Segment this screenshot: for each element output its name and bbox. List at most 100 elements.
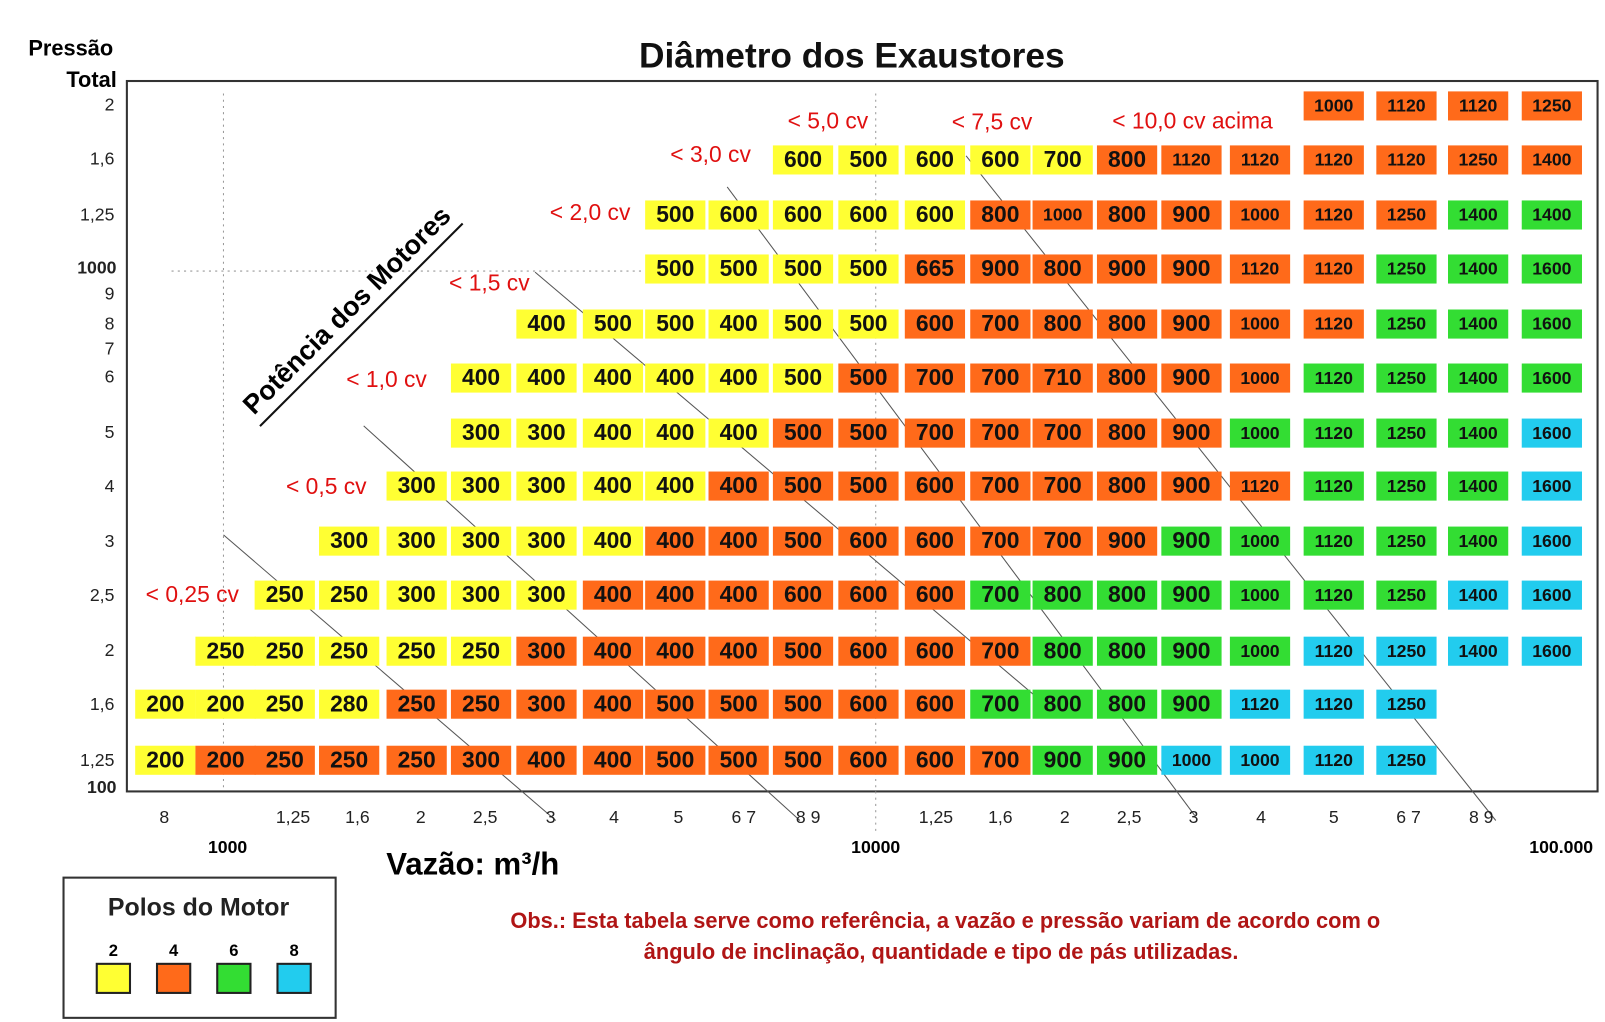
legend-label: 6 xyxy=(229,941,238,960)
cell-bg xyxy=(516,580,577,610)
cell-value: 700 xyxy=(981,364,1019,390)
cell-value: 500 xyxy=(784,255,822,281)
cell-value: 1400 xyxy=(1458,423,1497,443)
cell-value: 700 xyxy=(1044,419,1082,445)
x-tick-label: 2,5 xyxy=(473,807,498,827)
cell-bg xyxy=(1161,145,1222,175)
title: Diâmetro dos Exaustores xyxy=(639,36,1065,75)
cell-bg xyxy=(319,745,380,775)
cell-bg xyxy=(708,745,769,775)
cell-value: 1400 xyxy=(1458,205,1497,225)
cell-bg xyxy=(1161,254,1222,284)
cell-bg xyxy=(1161,580,1222,610)
x-tick-label: 2 xyxy=(1060,807,1070,827)
cell-bg xyxy=(135,689,196,719)
cell-value: 1120 xyxy=(1387,150,1425,170)
cell-bg xyxy=(1032,145,1093,175)
cell-value: 1250 xyxy=(1387,694,1426,714)
cell-value: 400 xyxy=(656,472,694,498)
cell-bg xyxy=(319,526,380,556)
cell-bg xyxy=(1303,254,1364,284)
cell-bg xyxy=(1448,91,1509,121)
cell-value: 500 xyxy=(784,364,822,390)
cell-value: 900 xyxy=(1172,310,1210,336)
y-tick-label: 1,6 xyxy=(90,149,115,169)
cell-bg xyxy=(1521,200,1582,230)
cell-bg xyxy=(1448,636,1509,666)
cell-value: 400 xyxy=(594,637,632,663)
cell-value: 500 xyxy=(656,690,694,716)
cell-bg xyxy=(645,309,706,339)
cell-bg xyxy=(1448,363,1509,393)
cell-value: 1000 xyxy=(1043,205,1082,225)
cell-value: 600 xyxy=(849,690,887,716)
cell-bg xyxy=(386,526,447,556)
cell-bg xyxy=(450,418,512,448)
cell-value: 600 xyxy=(849,527,887,553)
power-label: < 7,5 cv xyxy=(952,109,1033,135)
cell-bg xyxy=(1376,580,1437,610)
cell-value: 1120 xyxy=(1172,150,1210,170)
cell-bg xyxy=(1448,471,1509,501)
cell-bg xyxy=(1229,309,1291,339)
cell-value: 900 xyxy=(1108,746,1146,772)
cell-bg xyxy=(1376,91,1437,121)
cell-value: 500 xyxy=(849,472,887,498)
cell-bg xyxy=(319,636,380,666)
cell-value: 400 xyxy=(720,527,758,553)
cell-value: 250 xyxy=(330,637,368,663)
cell-value: 600 xyxy=(784,201,822,227)
x-decade-label: 100.000 xyxy=(1529,837,1593,857)
cell-value: 710 xyxy=(1044,364,1082,390)
cell-value: 600 xyxy=(916,146,954,172)
cell-value: 1000 xyxy=(1240,423,1279,443)
cell-bg xyxy=(970,745,1031,775)
cell-bg xyxy=(1032,363,1093,393)
cell-value: 1120 xyxy=(1241,150,1279,170)
cell-bg xyxy=(708,471,769,501)
cell-bg xyxy=(838,745,899,775)
cell-value: 1000 xyxy=(1240,531,1279,551)
cell-bg xyxy=(970,145,1031,175)
x-tick-label: 1,6 xyxy=(988,807,1013,827)
cell-bg xyxy=(1448,580,1509,610)
cell-value: 400 xyxy=(720,472,758,498)
cell-value: 300 xyxy=(527,581,565,607)
cell-bg xyxy=(645,636,706,666)
cell-value: 300 xyxy=(462,746,500,772)
cell-value: 900 xyxy=(1108,527,1146,553)
cell-value: 400 xyxy=(656,527,694,553)
cell-bg xyxy=(838,309,899,339)
cell-value: 1250 xyxy=(1387,641,1426,661)
cell-bg xyxy=(904,254,966,284)
cell-bg xyxy=(1448,254,1509,284)
cell-bg xyxy=(1096,254,1158,284)
cell-bg xyxy=(970,636,1031,666)
cell-value: 700 xyxy=(1044,527,1082,553)
cell-value: 1400 xyxy=(1458,641,1497,661)
cell-bg xyxy=(582,309,644,339)
cell-value: 900 xyxy=(1172,690,1210,716)
cell-value: 300 xyxy=(462,527,500,553)
cell-value: 800 xyxy=(1108,419,1146,445)
cell-value: 280 xyxy=(330,690,368,716)
cell-value: 300 xyxy=(462,472,500,498)
y-tick-label: 1,6 xyxy=(90,694,115,714)
cell-bg xyxy=(838,526,899,556)
cell-value: 300 xyxy=(527,690,565,716)
cell-bg xyxy=(970,363,1031,393)
cell-bg xyxy=(904,145,966,175)
x-tick-label: 4 xyxy=(1256,807,1266,827)
cell-value: 500 xyxy=(784,746,822,772)
cell-bg xyxy=(1032,418,1093,448)
cell-value: 800 xyxy=(981,201,1019,227)
cell-bg xyxy=(772,689,834,719)
cell-bg xyxy=(645,689,706,719)
cell-bg xyxy=(1161,745,1222,775)
cell-value: 300 xyxy=(527,419,565,445)
y-tick-label: 8 xyxy=(105,314,115,334)
cell-bg xyxy=(772,471,834,501)
x-tick-label: 8 9 xyxy=(1469,807,1494,827)
cell-bg xyxy=(838,200,899,230)
cell-value: 900 xyxy=(1172,364,1210,390)
